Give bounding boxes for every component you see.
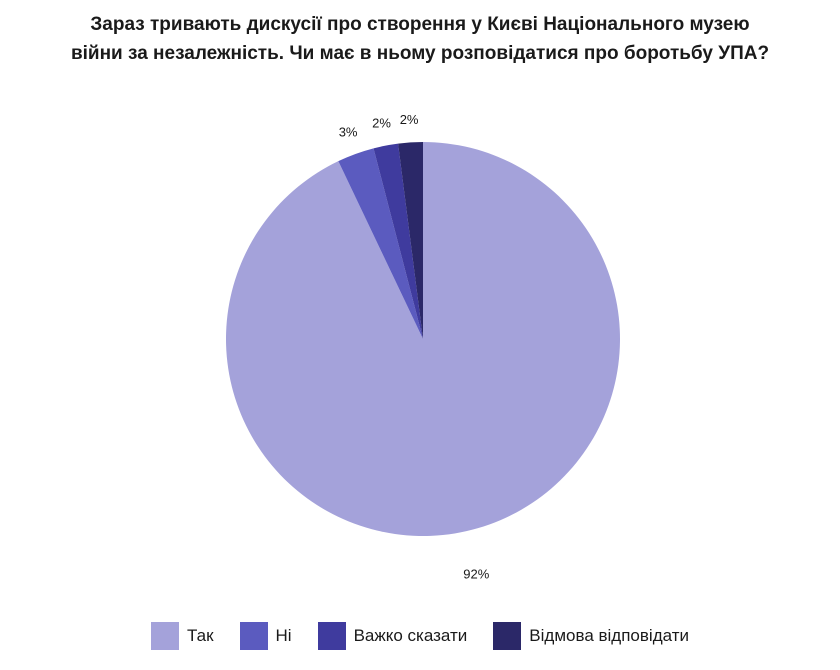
slice-label-4: 2%: [400, 112, 419, 127]
slice-label-3: 2%: [372, 115, 391, 130]
legend-item-2: Ні: [239, 622, 292, 650]
legend-label: Ні: [275, 626, 292, 645]
pie-chart: 92% 3% 2% 2%: [226, 112, 621, 581]
chart-title-line-1: Зараз тривають дискусії про створення у …: [90, 14, 750, 35]
legend-item-1: Так: [151, 622, 214, 650]
legend-swatch: [493, 622, 522, 650]
chart-title-line-2: війни за незалежність. Чи має в ньому ро…: [70, 43, 770, 64]
pie-slice-3: [373, 143, 423, 339]
chart-legend: Так Ні Важко сказати Відмова відповідати: [0, 622, 840, 650]
legend-item-3: Важко сказати: [317, 622, 468, 650]
legend-label: Відмова відповідати: [529, 626, 689, 645]
slice-label-1: 92%: [463, 566, 489, 581]
legend-swatch: [239, 622, 268, 650]
pie-slice-4: [398, 142, 423, 339]
pie-slice-2: [338, 148, 423, 339]
pie-slice-1: [226, 142, 621, 536]
slice-label-2: 3%: [339, 125, 358, 140]
legend-label: Так: [187, 626, 214, 645]
legend-label: Важко сказати: [353, 626, 468, 645]
legend-swatch: [151, 622, 179, 650]
legend-swatch: [317, 622, 346, 650]
chart-title: Зараз тривають дискусії про створення у …: [0, 10, 840, 68]
legend-item-4: Відмова відповідати: [493, 622, 689, 650]
